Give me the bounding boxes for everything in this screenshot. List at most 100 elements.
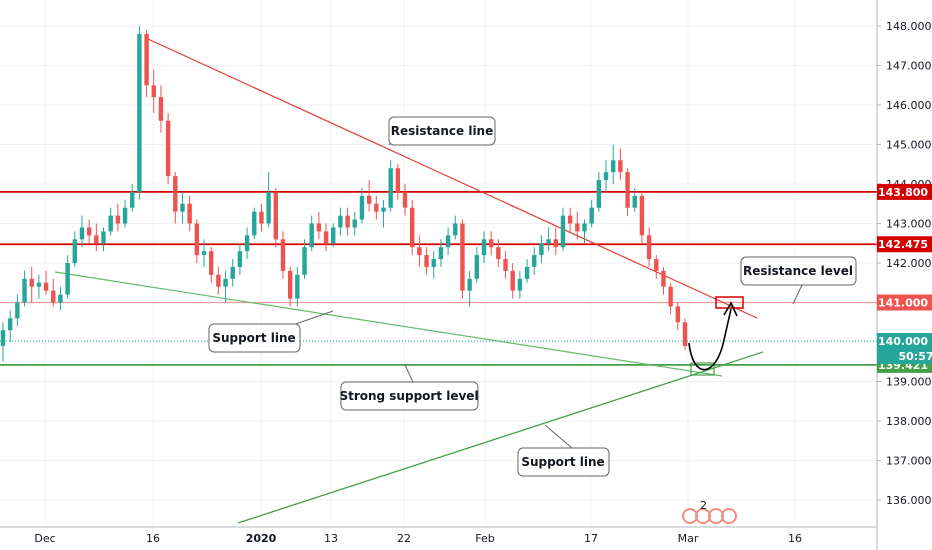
price-level-lines [0,190,877,366]
svg-text:50:57: 50:57 [898,350,932,363]
projection-arrow-path [688,308,732,371]
callout-resistance-level[interactable]: Resistance level [740,256,857,305]
candle-body [374,203,379,212]
candle-body [438,247,444,260]
candle-body [345,215,350,228]
candle-body [180,203,185,212]
candle-body [115,215,121,224]
candle-body [575,223,580,232]
candle-body [359,195,365,220]
candle-body [22,278,27,303]
time-tick-label: 17 [584,532,598,545]
candle-body [230,266,235,279]
candle-body [144,33,149,86]
candle-body [560,215,566,248]
candle-body [252,211,257,236]
candle-body [460,223,465,291]
resistance-trendline [147,38,758,319]
candle-body [582,223,587,232]
candle-body [273,191,278,240]
candle-body [632,195,637,208]
candle-body [302,247,307,275]
callout-resistance-level-text: Resistance level [743,264,853,278]
candle-body [532,255,537,267]
time-axis[interactable]: Dec 16 2020 13 22 Feb 17 Mar 16 [34,532,802,545]
time-tick-label: Mar [678,532,699,545]
candle-body [287,270,293,299]
candle-body [481,239,487,256]
upper-support-trendline [54,271,723,377]
candle-body [661,270,666,287]
candle-body [603,172,609,181]
price-level-tag [877,183,932,200]
price-tick-label: 139.000 [886,376,932,389]
price-tick-label: 143.000 [886,218,932,231]
candle-body [654,259,659,271]
callout-resistance-line[interactable]: Resistance line [388,116,496,146]
candle-body [58,294,63,303]
callout-strong-support-level[interactable]: Strong support level [339,364,479,411]
svg-text:140.000: 140.000 [878,335,928,348]
target-box-resistance [715,296,744,309]
candle-body [72,239,77,263]
time-tick-label: Dec [34,532,55,545]
candle-body [546,239,551,244]
price-tick-label: 136.000 [886,494,932,507]
lower-support-trendline [237,351,764,524]
candle-body [122,207,128,224]
candle-body [36,282,42,287]
time-tick-label: Feb [475,532,494,545]
price-tick-label: 137.000 [886,455,932,468]
candle-body [625,172,630,208]
callout-support-line-upper[interactable]: Support line [208,310,334,353]
candle-body [402,191,408,208]
projection-arrowhead [723,301,738,317]
price-level-tag-text: 141.000 [878,297,928,310]
candle-body [496,247,501,260]
candle-body [675,306,681,323]
current-price-tag: 140.000 [877,333,932,349]
candle-body [646,235,652,260]
callout-support-line-lower-text: Support line [521,455,604,469]
candle-body [151,85,156,98]
price-tick-label: 147.000 [886,60,932,73]
candle-body [244,235,250,252]
candle-body [309,223,314,248]
candle-body [79,227,85,240]
candle-body [201,251,207,256]
candle-body [424,255,429,267]
price-tick-label: 145.000 [886,139,932,152]
candle-body [237,251,243,267]
candle-body [417,247,422,256]
candle-body [567,215,573,224]
candle-body [352,219,357,228]
candle-body [618,160,623,173]
candle-body [682,322,688,346]
candle-body [137,33,142,192]
candle-body [194,223,200,256]
candle-body [173,176,178,212]
candle-body [108,215,113,232]
candle-body [331,227,336,244]
price-tick-label: 148.000 [886,20,932,33]
candle-body [130,191,135,208]
price-level-tag-text: 142.475 [878,238,928,251]
candle-body [639,195,645,236]
callout-support-line-upper-text: Support line [212,331,295,345]
price-level-tag [877,236,932,253]
candlestick-series [0,26,688,362]
candle-body [381,207,386,212]
candle-body [266,191,271,224]
candle-body [208,251,214,275]
target-box-support [690,362,715,376]
price-level-tag-text: 143.800 [878,186,928,199]
price-level-tag [877,294,932,311]
callout-support-line-lower[interactable]: Support line [517,424,610,477]
candle-body [94,235,99,244]
candle-body [668,286,673,307]
candle-body [445,235,451,248]
countdown-tag: 50:57 [877,349,932,364]
price-tick-label: 142.000 [886,257,932,270]
callout-strong-support-level-text: Strong support level [339,389,478,403]
